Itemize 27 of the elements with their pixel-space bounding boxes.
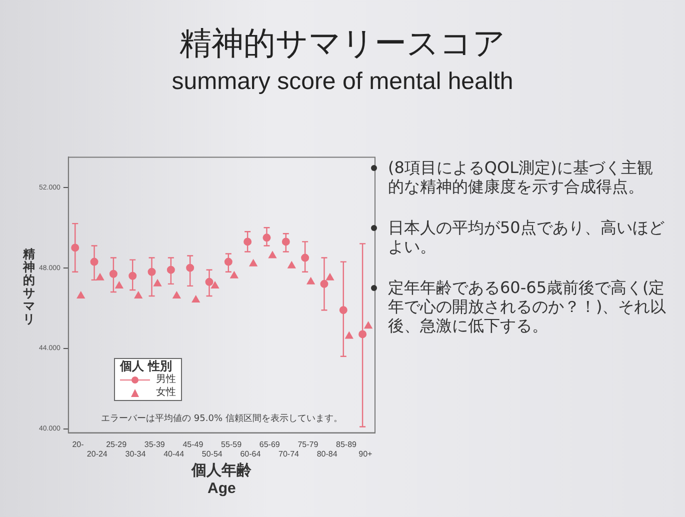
chart-title: 精神的サマリースコア xyxy=(178,23,506,64)
x-tick-label: 65-69 xyxy=(259,440,280,449)
chart-subtitle: summary score of mental health xyxy=(170,68,514,96)
annotation: エラーバーは平均値の 95.0% 信頼区間を表示しています。 xyxy=(101,412,342,424)
legend-title: 個人 性別 xyxy=(120,359,174,373)
text: (8項目によるQOL測定)に基づく主観的な精神的健康度を示す合成得点。 xyxy=(388,158,653,196)
legend-label: 女性 xyxy=(156,386,176,399)
text: 定年年齢である60-65歳前後で高く(定年で心の開放されるのか？！)、それ以後、急激に低下する。 xyxy=(388,278,666,335)
x-tick-label: 85-89 xyxy=(336,440,358,449)
x-tick-label: 40-44 xyxy=(164,449,185,458)
x-tick-label: 25-29 xyxy=(106,440,128,449)
legend-label: 男性 xyxy=(156,373,176,386)
x-tick-label: 55-59 xyxy=(221,440,242,449)
x-tick-label: 35-39 xyxy=(144,440,166,449)
y-axis-title: 精神的サマリ xyxy=(22,247,36,326)
x-axis-title: 個人年齢 Age xyxy=(190,462,253,498)
x-tick-label: 75-79 xyxy=(298,440,319,449)
x-tick-label: 90+ xyxy=(358,449,373,458)
x-tick-label: 45-49 xyxy=(182,440,204,449)
x-tick-label: 60-64 xyxy=(240,449,262,458)
x-tick-label: 20-24 xyxy=(86,449,108,458)
x-tick-label: 50-54 xyxy=(202,449,223,458)
x-tick-label: 30-34 xyxy=(125,449,146,458)
text: 日本人の平均が50点であり、高いほどよい。 xyxy=(388,218,664,256)
x-tick-label: 80-84 xyxy=(316,449,338,458)
x-tick-label: 20- xyxy=(72,440,84,449)
x-tick-label: 70-74 xyxy=(278,449,300,458)
